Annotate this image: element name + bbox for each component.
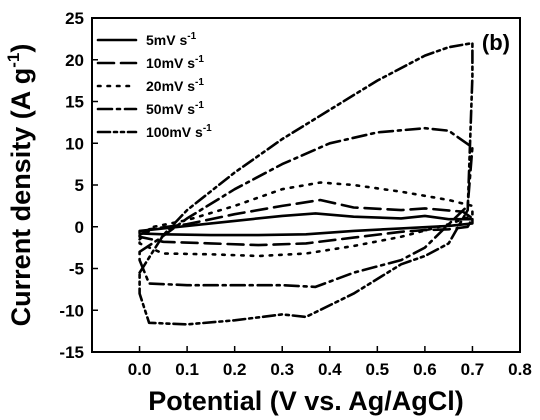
y-axis-title: Current density (A g-1) xyxy=(4,44,36,327)
x-tick-label: 0.5 xyxy=(366,360,390,379)
legend-label: 100mV s-1 xyxy=(146,123,212,140)
panel-label: (b) xyxy=(482,30,510,55)
x-tick-label: 0.1 xyxy=(175,360,199,379)
legend: 5mV s-1 10mV s-1 20mV s-1 50mV s-1 100mV s-1 xyxy=(96,31,212,140)
x-tick-label: 0.4 xyxy=(318,360,342,379)
x-tick-label: 0.7 xyxy=(461,360,485,379)
y-tick-label: 10 xyxy=(65,134,84,153)
y-tick-label: -15 xyxy=(59,343,84,362)
y-tick-label: 20 xyxy=(65,51,84,70)
y-tick-label: 5 xyxy=(75,176,84,195)
series-layer xyxy=(138,41,474,326)
y-axis-title-close: ) xyxy=(6,44,36,53)
legend-label: 20mV s-1 xyxy=(146,77,204,94)
x-axis-title: Potential (V vs. Ag/AgCl) xyxy=(148,386,464,416)
x-tick-label: 0.2 xyxy=(223,360,247,379)
series-line-5 xyxy=(138,41,474,326)
y-tick-label: 25 xyxy=(65,9,84,28)
y-axis-title-sup: -1 xyxy=(4,53,23,68)
y-tick-label: -5 xyxy=(69,260,84,279)
tick-layer: 0.0 0.1 0.2 0.3 0.4 0.5 0.6 0.7 0.8 -15 -10 -5 0 5 10 1… xyxy=(59,9,531,379)
x-tick-label: 0.0 xyxy=(128,360,152,379)
x-tick-label: 0.6 xyxy=(413,360,437,379)
series-line-2 xyxy=(138,198,474,247)
x-tick-label: 0.3 xyxy=(270,360,294,379)
y-tick-label: -10 xyxy=(59,301,84,320)
legend-label: 10mV s-1 xyxy=(146,54,204,71)
y-tick-label: 15 xyxy=(65,93,84,112)
y-tick-label: 0 xyxy=(75,218,84,237)
series-line-1 xyxy=(138,212,474,237)
series-line-4 xyxy=(138,126,474,289)
legend-label: 5mV s-1 xyxy=(146,31,197,48)
x-tick-label: 0.8 xyxy=(508,360,532,379)
legend-label: 50mV s-1 xyxy=(146,100,204,117)
series-line-3 xyxy=(138,181,474,258)
y-axis-title-main: Current density (A g xyxy=(6,68,36,327)
